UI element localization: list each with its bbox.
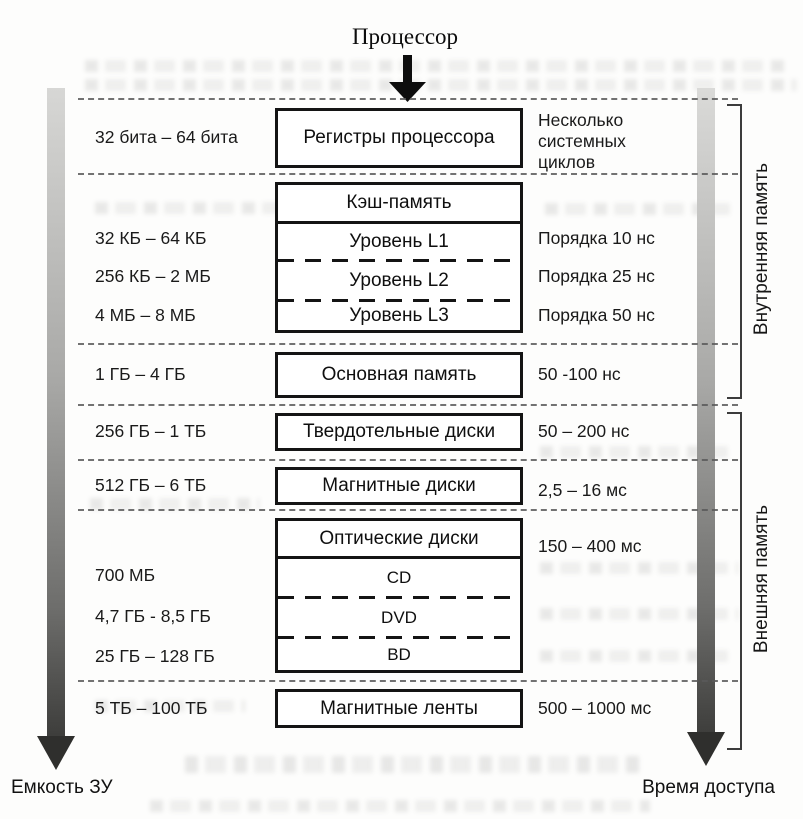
capacity-gradient-arrow: [37, 88, 75, 770]
cd-dvd-divider: [278, 596, 520, 599]
external-memory-label: Внешняя память: [751, 504, 772, 654]
dashed-separator: [78, 173, 738, 175]
time-ssd: 50 – 200 нс: [538, 421, 630, 441]
bleed-through-text: [85, 60, 790, 72]
time-l3: Порядка 50 нс: [538, 305, 655, 325]
bleed-through-text: [95, 700, 245, 712]
ssd-box: Твердотельные диски: [275, 413, 523, 451]
optical-group-box: Оптические диски CD DVD BD: [275, 518, 523, 673]
time-hdd: 2,5 – 16 мс: [538, 480, 627, 500]
dvd-box: DVD: [381, 607, 417, 627]
capacity-hdd: 512 ГБ – 6 ТБ: [95, 475, 207, 495]
cache-group-box: Кэш-память Уровень L1 Уровень L2 Уровень…: [275, 182, 523, 333]
dashed-separator: [78, 343, 738, 345]
capacity-l1: 32 КБ – 64 КБ: [95, 228, 207, 248]
bleed-through-text: [90, 498, 260, 510]
bleed-through-text: [185, 756, 640, 773]
bleed-through-text: [85, 79, 797, 91]
time-l2: Порядка 25 нс: [538, 266, 655, 286]
cache-l2-box: Уровень L2: [349, 269, 449, 291]
capacity-bd: 25 ГБ – 128 ГБ: [95, 646, 215, 666]
bleed-through-text: [540, 608, 738, 620]
cache-header-divider: [278, 221, 520, 224]
bleed-through-text: [150, 800, 650, 812]
optical-header: Оптические диски: [319, 527, 479, 549]
bleed-through-text: [540, 446, 735, 458]
capacity-cd: 700 МБ: [95, 565, 156, 585]
capacity-registers: 32 бита – 64 бита: [95, 127, 238, 147]
dashed-separator: [78, 680, 738, 682]
hdd-box: Магнитные диски: [275, 467, 523, 505]
internal-memory-label: Внутренняя память: [751, 162, 772, 336]
internal-memory-bracket: [727, 104, 742, 399]
cache-l2-l3-divider: [278, 299, 520, 302]
main-memory-box: Основная память: [275, 352, 523, 398]
dashed-separator: [78, 404, 738, 406]
capacity-tape: 5 ТБ – 100 ТБ: [95, 698, 208, 718]
time-l1: Порядка 10 нс: [538, 228, 655, 248]
time-optical: 150 – 400 мс: [538, 536, 642, 556]
dashed-separator: [78, 459, 738, 461]
processor-down-arrow-icon: [389, 55, 426, 102]
capacity-l3: 4 МБ – 8 МБ: [95, 305, 196, 325]
bleed-through-text: [540, 650, 735, 662]
capacity-main-memory: 1 ГБ – 4 ГБ: [95, 364, 186, 384]
cache-l1-l2-divider: [278, 259, 520, 262]
optical-header-divider: [278, 556, 520, 559]
capacity-dvd: 4,7 ГБ - 8,5 ГБ: [95, 606, 211, 626]
cd-box: CD: [386, 567, 412, 587]
capacity-ssd: 256 ГБ – 1 ТБ: [95, 421, 207, 441]
tape-box: Магнитные ленты: [275, 689, 523, 728]
dashed-separator: [78, 98, 738, 100]
time-tape: 500 – 1000 мс: [538, 698, 652, 718]
time-main-memory: 50 -100 нс: [538, 364, 621, 384]
bleed-through-text: [545, 203, 730, 215]
cache-l3-box: Уровень L3: [349, 305, 449, 326]
time-registers: Несколько системных циклов: [538, 110, 626, 172]
external-memory-bracket: [727, 412, 742, 750]
access-time-gradient-arrow: [687, 88, 725, 766]
registers-box: Регистры процессора: [275, 108, 523, 168]
access-time-axis-label: Время доступа: [642, 777, 775, 798]
capacity-axis-label: Емкость ЗУ: [11, 777, 113, 798]
capacity-l2: 256 КБ – 2 МБ: [95, 266, 211, 286]
bleed-through-text: [540, 562, 738, 574]
dvd-bd-divider: [278, 636, 520, 639]
bd-box: BD: [387, 644, 411, 664]
cache-l1-box: Уровень L1: [349, 230, 449, 252]
cache-header: Кэш-память: [346, 192, 452, 213]
processor-title: Процессор: [351, 24, 459, 49]
dashed-separator: [78, 509, 738, 511]
